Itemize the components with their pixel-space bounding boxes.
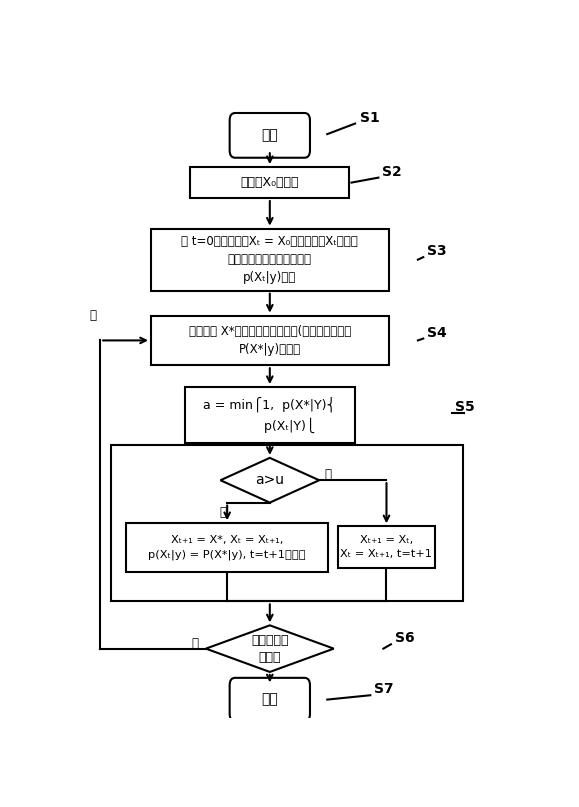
- Bar: [338, 526, 435, 568]
- Text: Xₜ₊₁ = Xₜ,
Xₜ = Xₜ₊₁, t=t+1: Xₜ₊₁ = Xₜ, Xₜ = Xₜ₊₁, t=t+1: [340, 535, 433, 559]
- Text: 迭代达到设
定次数: 迭代达到设 定次数: [251, 633, 288, 663]
- Bar: [126, 523, 328, 571]
- Text: S2: S2: [382, 165, 402, 179]
- Text: 开始: 开始: [262, 128, 278, 142]
- Bar: [151, 316, 389, 366]
- Text: S5: S5: [455, 399, 475, 414]
- Bar: [111, 445, 463, 601]
- Text: Xₜ₊₁ = X*, Xₜ = Xₜ₊₁,
p(Xₜ|y) = P(X*|y), t=t+1，输出: Xₜ₊₁ = X*, Xₜ = Xₜ₊₁, p(Xₜ|y) = P(X*|y),…: [148, 535, 306, 559]
- Text: 令 t=0，当前参数Xₜ = X₀，当前参数Xₜ的污染
物浓度値及后验概率密度的
p(Xₜ|y)计算: 令 t=0，当前参数Xₜ = X₀，当前参数Xₜ的污染 物浓度値及后验概率密度的…: [181, 235, 358, 284]
- Bar: [185, 387, 355, 443]
- FancyBboxPatch shape: [230, 113, 310, 157]
- Text: S4: S4: [427, 326, 446, 340]
- Text: 结束: 结束: [262, 692, 278, 707]
- Text: 否: 否: [325, 467, 332, 480]
- Text: 是: 是: [219, 506, 226, 519]
- Polygon shape: [206, 625, 334, 672]
- Text: 初始点X₀的生成: 初始点X₀的生成: [240, 176, 299, 189]
- Text: 是: 是: [191, 638, 198, 650]
- FancyBboxPatch shape: [230, 678, 310, 721]
- Text: S6: S6: [394, 631, 414, 646]
- Text: a = min⎧1,  p(X*|Y)⎨
          p(Xₜ|Y)⎩: a = min⎧1, p(X*|Y)⎨ p(Xₜ|Y)⎩: [203, 396, 336, 433]
- Text: S1: S1: [360, 111, 379, 125]
- Bar: [190, 167, 350, 199]
- Polygon shape: [221, 458, 319, 503]
- Text: S7: S7: [374, 683, 394, 696]
- Text: 测试参数 X*对应的污染物浓度値(及后验概率密度
P(X*|y)的计算: 测试参数 X*对应的污染物浓度値(及后验概率密度 P(X*|y)的计算: [189, 325, 351, 356]
- Text: S3: S3: [427, 245, 446, 258]
- Text: a>u: a>u: [255, 473, 284, 487]
- Text: 否: 否: [90, 309, 97, 322]
- Bar: [151, 228, 389, 291]
